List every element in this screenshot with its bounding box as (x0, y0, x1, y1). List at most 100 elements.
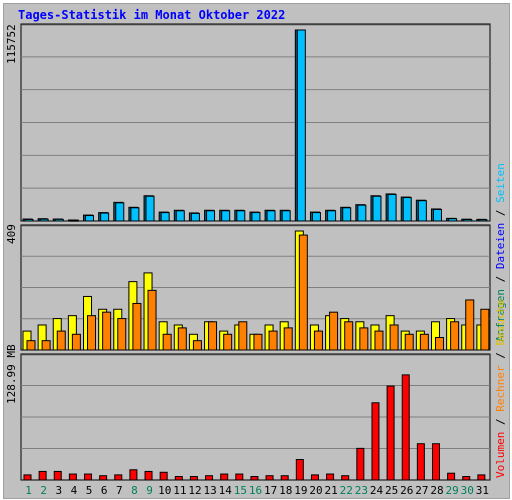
day-label: 8 (131, 484, 138, 497)
legend-top: Anfragen / Dateien / Seiten (494, 163, 507, 342)
y-max-label-middle: 409 (5, 224, 18, 244)
bar-rechner (41, 340, 51, 351)
bar-seiten (85, 215, 95, 222)
day-label: 14 (219, 484, 233, 497)
bar-volumen (99, 475, 108, 481)
bar-volumen (341, 475, 350, 481)
bar-volumen (477, 474, 486, 481)
bar-volumen (326, 473, 335, 481)
bar-volumen (416, 443, 425, 481)
bar-seiten (432, 208, 442, 222)
bar-rechner (298, 234, 308, 351)
bar-volumen (189, 476, 198, 481)
bar-volumen (235, 473, 244, 481)
bar-seiten (357, 204, 367, 222)
y-max-label-top: 115752 (5, 24, 18, 64)
day-label: 24 (370, 484, 384, 497)
bar-rechner (177, 327, 187, 351)
bar-seiten (463, 219, 473, 222)
day-label: 5 (86, 484, 93, 497)
legend-separator: / (494, 412, 507, 432)
bar-volumen (265, 475, 274, 481)
bar-seiten (402, 197, 412, 222)
day-label: 15 (234, 484, 247, 497)
bar-seiten (417, 200, 427, 222)
bar-seiten (190, 212, 200, 222)
bar-volumen (462, 476, 471, 481)
bar-rechner (450, 321, 460, 351)
bar-volumen (431, 443, 440, 481)
bar-rechner (253, 333, 263, 351)
bar-volumen (129, 469, 138, 481)
day-label: 30 (461, 484, 474, 497)
bar-rechner (56, 330, 66, 351)
bar-seiten (100, 212, 110, 222)
bar-seiten (311, 212, 321, 222)
day-label: 22 (340, 484, 353, 497)
day-label: 26 (400, 484, 413, 497)
day-label: 13 (203, 484, 216, 497)
bar-rechner (162, 333, 172, 351)
legend-seiten: Seiten (494, 163, 507, 203)
day-label: 10 (158, 484, 171, 497)
bar-volumen (386, 385, 395, 481)
bar-rechner (192, 340, 202, 351)
day-label: 18 (279, 484, 292, 497)
day-label: 9 (146, 484, 153, 497)
bar-seiten (54, 218, 64, 222)
legend-anfragen: Anfragen (494, 289, 507, 342)
day-label: 27 (415, 484, 428, 497)
bar-rechner (344, 321, 354, 351)
bar-rechner (26, 340, 36, 351)
legend-volumen: Volumen (494, 432, 507, 478)
day-label: 4 (71, 484, 78, 497)
bar-seiten (448, 218, 458, 222)
bar-seiten (251, 212, 261, 222)
legend-separator: / (494, 346, 507, 366)
bar-rechner (480, 308, 490, 351)
bar-rechner (419, 333, 429, 351)
bar-volumen (401, 374, 410, 481)
bar-rechner (223, 333, 233, 351)
bar-rechner (117, 318, 127, 351)
day-label: 17 (264, 484, 277, 497)
day-label: 23 (355, 484, 368, 497)
bar-volumen (356, 447, 365, 481)
day-label: 21 (325, 484, 338, 497)
legend-besuche: Besuche (494, 299, 507, 345)
bar-rechner (434, 336, 444, 351)
bar-seiten (236, 210, 246, 222)
legend-dateien: Dateien (494, 223, 507, 269)
bar-seiten (478, 219, 488, 222)
bar-seiten (221, 210, 231, 222)
bar-volumen (295, 459, 304, 481)
day-label: 1 (25, 484, 32, 497)
day-label: 6 (101, 484, 108, 497)
legend-separator: / (494, 269, 507, 289)
bar-rechner (359, 327, 369, 351)
bar-seiten (130, 207, 140, 222)
bar-volumen (280, 475, 289, 481)
day-label: 12 (188, 484, 201, 497)
bar-seiten (281, 210, 291, 222)
bar-rechner (208, 321, 218, 351)
bar-rechner (283, 327, 293, 351)
bar-seiten (160, 212, 170, 222)
day-label: 11 (173, 484, 186, 497)
legend-separator: / (494, 203, 507, 223)
bar-rechner (465, 299, 475, 351)
bar-volumen (159, 471, 168, 481)
legend-bottom: Volumen / Rechner / Besuche (494, 299, 507, 478)
chart-title: Tages-Statistik im Monat Oktober 2022 (18, 8, 286, 22)
bar-rechner (71, 333, 81, 351)
bar-volumen (205, 475, 214, 481)
day-label: 16 (249, 484, 262, 497)
bar-rechner (102, 311, 112, 351)
bar-volumen (250, 476, 259, 481)
bar-rechner (238, 321, 248, 351)
bar-volumen (220, 473, 229, 481)
bar-rechner (132, 302, 142, 351)
bar-volumen (174, 476, 183, 481)
